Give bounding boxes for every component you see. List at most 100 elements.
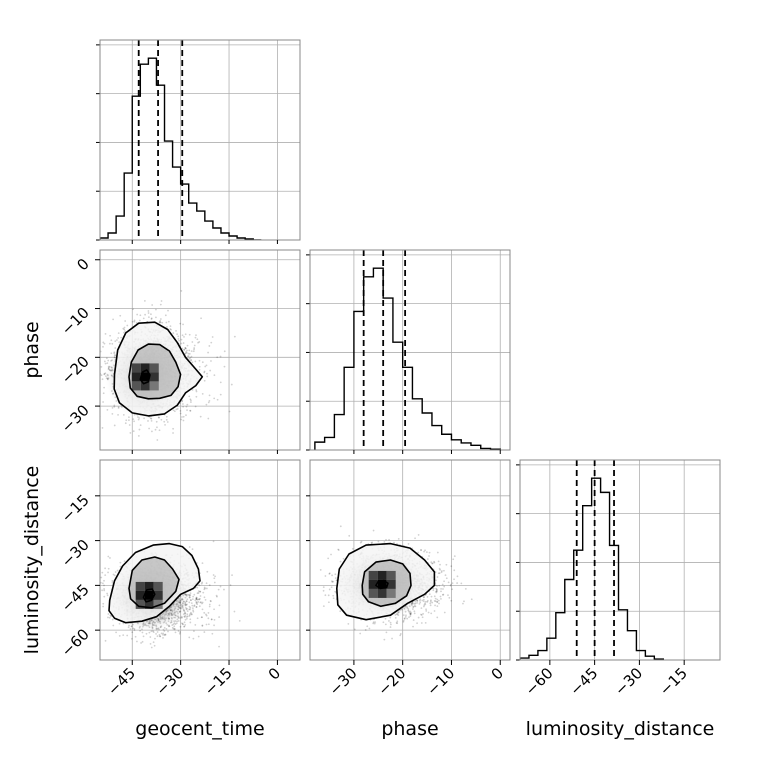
scatter-point <box>194 624 197 626</box>
scatter-point <box>157 416 160 419</box>
scatter-point <box>113 424 116 427</box>
scatter-point <box>101 589 103 592</box>
scatter-point <box>463 600 465 603</box>
scatter-point <box>147 312 150 314</box>
scatter-point <box>107 567 110 570</box>
scatter-point <box>196 603 199 606</box>
scatter-point <box>196 617 199 620</box>
scatter-point <box>117 332 120 335</box>
scatter-point <box>186 613 189 616</box>
scatter-point <box>195 606 198 608</box>
scatter-point <box>156 631 159 633</box>
scatter-point <box>95 610 97 612</box>
scatter-point <box>206 375 209 378</box>
scatter-point <box>116 569 119 572</box>
scatter-point <box>191 598 194 600</box>
scatter-point <box>196 601 198 604</box>
scatter-point <box>149 642 152 645</box>
scatter-point <box>322 605 325 608</box>
scatter-point <box>111 412 114 415</box>
scatter-point <box>184 614 187 617</box>
scatter-point <box>112 318 115 321</box>
scatter-point <box>186 349 188 352</box>
scatter-point <box>193 593 196 596</box>
scatter-point <box>223 588 225 591</box>
scatter-point <box>138 319 141 322</box>
scatter-point <box>114 340 117 343</box>
scatter-point <box>183 625 185 628</box>
scatter-point <box>182 403 184 405</box>
density-cell <box>140 381 150 391</box>
scatter-point <box>233 610 236 613</box>
scatter-point <box>156 426 158 429</box>
scatter-point <box>105 357 108 360</box>
scatter-point <box>123 328 126 331</box>
scatter-point <box>153 644 156 647</box>
density-cell <box>149 363 159 373</box>
scatter-point <box>180 342 183 345</box>
scatter-point <box>186 409 188 412</box>
contour-line <box>128 556 180 609</box>
scatter-point <box>230 383 233 386</box>
scatter-point <box>164 314 167 317</box>
scatter-point <box>129 628 132 630</box>
scatter-point <box>143 300 146 302</box>
scatter-point <box>131 631 134 634</box>
scatter-point <box>208 584 211 587</box>
scatter-point <box>191 548 194 551</box>
scatter-point <box>195 597 198 600</box>
scatter-point <box>199 595 202 597</box>
scatter-point <box>82 559 84 561</box>
scatter-point <box>189 608 192 611</box>
scatter-point <box>163 630 166 632</box>
scatter-point <box>106 592 109 595</box>
histogram-panel <box>516 459 721 661</box>
scatter-point <box>190 358 192 361</box>
scatter-point <box>391 637 393 640</box>
scatter-point <box>207 351 210 354</box>
scatter-point <box>184 347 187 350</box>
density-cell <box>135 581 145 591</box>
scatter-point <box>170 328 172 331</box>
scatter-point <box>103 584 105 587</box>
scatter-point <box>172 409 175 412</box>
scatter-point <box>106 408 109 411</box>
scatter-point <box>113 404 116 407</box>
scatter-point <box>156 439 159 441</box>
scatter-point <box>107 571 109 574</box>
scatter-point <box>223 365 226 368</box>
scatter-point <box>201 581 204 584</box>
scatter-point <box>203 370 206 373</box>
scatter-point <box>209 600 212 603</box>
scatter-point <box>107 555 110 558</box>
scatter-point <box>201 601 204 604</box>
scatter-point <box>102 401 105 403</box>
scatter-point <box>192 609 194 612</box>
scatter-point <box>428 555 430 557</box>
scatter-point <box>233 335 236 338</box>
scatter-point <box>96 607 98 609</box>
scatter-point <box>209 599 212 602</box>
scatter-point <box>154 637 156 640</box>
scatter-point <box>183 616 186 618</box>
scatter-point <box>193 605 196 607</box>
scatter-point <box>179 409 182 412</box>
scatter-point <box>141 640 144 643</box>
scatter-point <box>410 611 412 614</box>
scatter-point <box>164 633 167 636</box>
scatter-point <box>197 341 199 344</box>
scatter-point <box>169 328 172 330</box>
scatter-point <box>238 620 241 622</box>
scatter-point <box>196 592 199 595</box>
scatter-point <box>219 585 222 588</box>
scatter-point <box>172 432 174 434</box>
scatter-point <box>213 397 216 400</box>
scatter-point <box>142 317 145 320</box>
scatter-point <box>219 393 222 396</box>
scatter-point <box>136 640 138 643</box>
scatter-point <box>210 360 212 362</box>
scatter-point <box>198 359 201 362</box>
scatter-point <box>189 612 192 615</box>
scatter-point <box>204 587 207 590</box>
density-cell <box>153 599 163 609</box>
